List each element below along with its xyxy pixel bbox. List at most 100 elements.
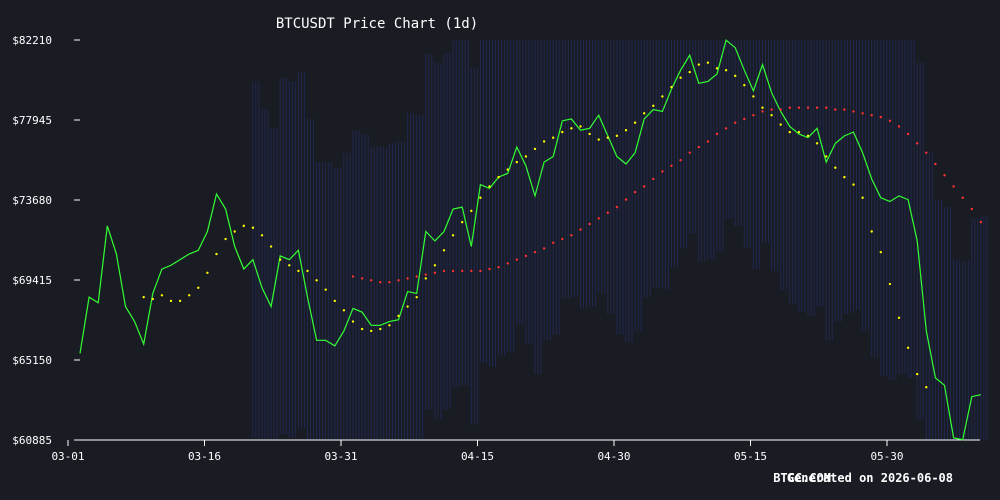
ma-short-point bbox=[160, 294, 164, 297]
ma-short-point bbox=[542, 140, 546, 143]
ma-short-point bbox=[579, 125, 582, 128]
ma-long-point bbox=[761, 110, 764, 113]
ma-long-point bbox=[916, 142, 919, 145]
ma-short-point bbox=[615, 134, 619, 138]
ma-short-point bbox=[442, 249, 446, 252]
ma-short-point bbox=[679, 76, 682, 79]
ma-short-point bbox=[342, 309, 346, 312]
ma-long-point bbox=[570, 234, 573, 237]
ma-short-point bbox=[497, 175, 500, 179]
ma-short-point bbox=[779, 123, 782, 126]
ma-short-point bbox=[633, 121, 637, 124]
ma-long-point bbox=[597, 217, 600, 220]
y-tick-label: $69415 bbox=[12, 274, 52, 287]
ma-short-point bbox=[406, 305, 409, 308]
ma-short-point bbox=[470, 209, 473, 213]
chart-title: BTCUSDT Price Chart (1d) bbox=[276, 16, 478, 32]
ma-long-point bbox=[934, 162, 937, 166]
ma-long-point bbox=[652, 177, 655, 181]
ma-short-point bbox=[670, 85, 673, 89]
ma-short-point bbox=[415, 295, 418, 299]
ma-long-point bbox=[624, 198, 628, 201]
ma-short-point bbox=[151, 297, 154, 301]
ma-short-point bbox=[752, 95, 755, 98]
ma-long-point bbox=[897, 125, 901, 128]
ma-short-point bbox=[169, 299, 173, 303]
ma-short-point bbox=[697, 63, 700, 66]
ma-long-point bbox=[843, 108, 846, 111]
ma-long-point bbox=[388, 280, 391, 284]
ma-long-point bbox=[770, 108, 773, 111]
ma-long-point bbox=[706, 140, 710, 143]
ma-long-point bbox=[715, 132, 719, 136]
ma-short-point bbox=[897, 316, 901, 319]
ma-long-point bbox=[552, 241, 555, 244]
x-tick-label: 04-30 bbox=[597, 450, 630, 463]
ma-long-point bbox=[888, 119, 892, 123]
ma-short-point bbox=[815, 142, 819, 145]
generated-text: Generated on 2026-06-08 bbox=[787, 471, 953, 485]
ma-short-point bbox=[788, 130, 791, 134]
ma-short-point bbox=[734, 74, 737, 78]
ma-long-point bbox=[879, 115, 882, 119]
ma-short-point bbox=[297, 269, 300, 273]
ma-short-point bbox=[588, 132, 591, 136]
ma-long-point bbox=[979, 220, 983, 224]
price-line bbox=[79, 39, 982, 441]
ma-long-point bbox=[661, 170, 664, 173]
ma-short-point bbox=[834, 166, 837, 169]
ma-short-point bbox=[379, 327, 382, 331]
ma-short-point bbox=[852, 183, 855, 186]
ma-long-point bbox=[724, 127, 728, 130]
ma-short-point bbox=[570, 127, 573, 130]
x-tick-label: 04-15 bbox=[461, 450, 494, 463]
ma-short-point bbox=[269, 245, 273, 248]
ma-long-point bbox=[470, 269, 473, 273]
ma-short-point bbox=[770, 114, 773, 117]
ma-short-point bbox=[870, 230, 873, 233]
ma-short-point bbox=[488, 185, 491, 188]
ma-long-point bbox=[688, 151, 691, 154]
ma-short-point bbox=[233, 230, 236, 233]
x-tick-label: 03-01 bbox=[51, 450, 84, 463]
ma-short-point bbox=[688, 70, 691, 74]
ma-short-point bbox=[879, 250, 882, 254]
ma-long-point bbox=[479, 269, 482, 273]
ma-short-point bbox=[370, 329, 373, 333]
ma-short-point bbox=[288, 264, 291, 267]
ma-long-point bbox=[670, 164, 673, 168]
ma-long-point bbox=[825, 106, 828, 109]
ma-long-point bbox=[370, 279, 373, 282]
ma-long-point bbox=[524, 254, 528, 258]
ma-short-point bbox=[397, 314, 400, 318]
ma-short-point bbox=[333, 299, 336, 303]
x-tick-label: 05-15 bbox=[734, 450, 767, 463]
ma-long-point bbox=[542, 247, 546, 250]
ma-long-point bbox=[797, 106, 801, 109]
ma-long-point bbox=[488, 267, 491, 271]
ma-short-point bbox=[743, 84, 746, 87]
ma-long-point bbox=[606, 211, 609, 214]
x-tick-label: 03-16 bbox=[188, 450, 221, 463]
ma-long-point bbox=[360, 277, 364, 280]
y-tick-label: $60885 bbox=[12, 434, 52, 447]
ma-short-point bbox=[724, 68, 728, 72]
ma-short-point bbox=[242, 224, 245, 228]
ma-short-point bbox=[552, 136, 555, 139]
ma-short-point bbox=[797, 130, 801, 134]
x-axis: 03-01 03-16 03-31 04-15 04-30 05-15 05-30 bbox=[51, 440, 904, 463]
y-tick-label: $73680 bbox=[12, 194, 52, 207]
ma-short-point bbox=[178, 299, 182, 303]
ma-short-point bbox=[451, 234, 455, 237]
ma-short-point bbox=[306, 269, 309, 273]
ma-short-point bbox=[861, 196, 864, 199]
ma-short-point bbox=[351, 320, 355, 323]
watermark: BTCC.COM bbox=[773, 471, 831, 485]
ma-short-point bbox=[925, 385, 928, 389]
ma-long-point bbox=[533, 250, 537, 254]
x-tick-label: 03-31 bbox=[324, 450, 357, 463]
ma-short-point bbox=[606, 136, 609, 139]
y-tick-label: $82210 bbox=[12, 34, 52, 47]
ma-long-point bbox=[615, 205, 619, 209]
ma-long-point bbox=[734, 121, 737, 124]
